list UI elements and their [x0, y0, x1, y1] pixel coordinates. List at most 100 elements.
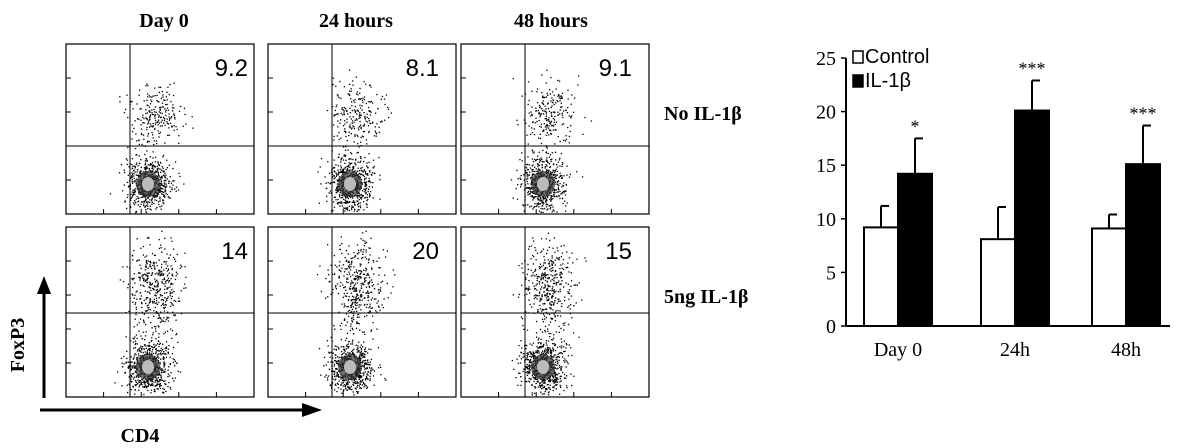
- event-dot: [370, 279, 373, 281]
- event-dot: [359, 112, 361, 114]
- event-dot: [326, 377, 329, 379]
- event-dot: [152, 301, 154, 304]
- event-dot: [357, 294, 359, 296]
- event-dot: [148, 110, 150, 112]
- event-dot: [335, 378, 337, 380]
- event-dot: [156, 193, 158, 195]
- event-dot: [168, 127, 170, 129]
- event-dot: [135, 178, 137, 181]
- event-dot: [534, 122, 537, 124]
- event-dot: [364, 359, 366, 361]
- event-dot: [359, 295, 362, 297]
- event-dot: [533, 380, 535, 383]
- event-dot: [137, 200, 140, 202]
- event-dot: [127, 367, 130, 369]
- event-dot: [152, 262, 154, 264]
- event-dot: [157, 374, 159, 376]
- event-dot: [558, 80, 561, 82]
- event-dot: [360, 193, 362, 196]
- event-dot: [137, 204, 139, 206]
- event-dot: [340, 388, 342, 390]
- event-dot: [347, 201, 350, 204]
- event-dot: [153, 261, 155, 263]
- event-dot: [148, 348, 150, 350]
- event-dot: [180, 290, 182, 292]
- event-dot: [351, 197, 354, 199]
- event-dot: [343, 346, 345, 348]
- event-dot: [159, 342, 162, 345]
- event-dot: [550, 196, 552, 198]
- event-dot: [136, 162, 138, 164]
- event-dot: [353, 128, 356, 130]
- event-dot: [150, 262, 152, 264]
- event-dot: [568, 142, 570, 144]
- event-dot: [354, 301, 356, 303]
- event-dot: [358, 378, 361, 380]
- event-dot: [333, 115, 335, 117]
- event-dot: [551, 105, 553, 107]
- event-dot: [146, 381, 148, 383]
- event-dot: [336, 390, 338, 393]
- event-dot: [165, 347, 168, 349]
- event-dot: [360, 238, 362, 240]
- event-dot: [343, 319, 346, 321]
- event-dot: [129, 205, 132, 207]
- event-dot: [364, 115, 366, 117]
- event-dot: [174, 365, 176, 367]
- event-dot: [146, 261, 148, 263]
- event-dot: [354, 135, 356, 137]
- event-dot: [342, 379, 344, 381]
- event-dot: [125, 336, 127, 338]
- event-dot: [343, 271, 346, 273]
- event-dot: [556, 170, 559, 173]
- event-dot: [350, 325, 352, 327]
- event-dot: [335, 175, 338, 177]
- event-dot: [169, 176, 171, 178]
- event-dot: [160, 190, 163, 192]
- event-dot: [149, 380, 152, 382]
- event-dot: [353, 290, 355, 292]
- event-dot: [525, 187, 527, 189]
- event-dot: [344, 339, 347, 342]
- event-dot: [352, 381, 354, 383]
- event-dot: [156, 349, 158, 352]
- event-dot: [132, 189, 134, 191]
- event-dot: [149, 281, 151, 283]
- event-dot: [527, 359, 530, 361]
- event-dot: [366, 204, 368, 206]
- event-dot: [127, 287, 129, 289]
- event-dot: [536, 88, 539, 90]
- event-dot: [525, 204, 527, 206]
- event-dot: [541, 350, 544, 352]
- event-dot: [341, 107, 344, 109]
- event-dot: [124, 201, 126, 203]
- event-dot: [352, 318, 355, 321]
- event-dot: [342, 390, 345, 392]
- event-dot: [369, 303, 371, 305]
- event-dot: [350, 133, 352, 135]
- event-dot: [357, 314, 359, 316]
- event-dot: [130, 361, 132, 363]
- event-dot: [346, 196, 348, 198]
- event-dot: [162, 193, 164, 196]
- event-dot: [566, 174, 568, 176]
- event-dot: [133, 376, 135, 378]
- event-dot: [147, 96, 149, 98]
- event-dot: [529, 167, 532, 169]
- event-dot: [343, 384, 345, 386]
- event-dot: [361, 380, 363, 382]
- event-dot: [173, 359, 175, 361]
- event-dot: [373, 273, 375, 275]
- event-dot: [143, 299, 145, 301]
- event-dot: [170, 301, 172, 303]
- event-dot: [158, 259, 160, 261]
- event-dot: [352, 84, 354, 86]
- event-dot: [330, 293, 332, 295]
- event-dot: [352, 288, 354, 290]
- event-dot: [386, 282, 388, 285]
- event-dot: [363, 244, 365, 247]
- event-dot: [157, 193, 159, 195]
- event-dot: [364, 350, 366, 352]
- event-dot: [556, 360, 558, 362]
- event-dot: [578, 75, 580, 77]
